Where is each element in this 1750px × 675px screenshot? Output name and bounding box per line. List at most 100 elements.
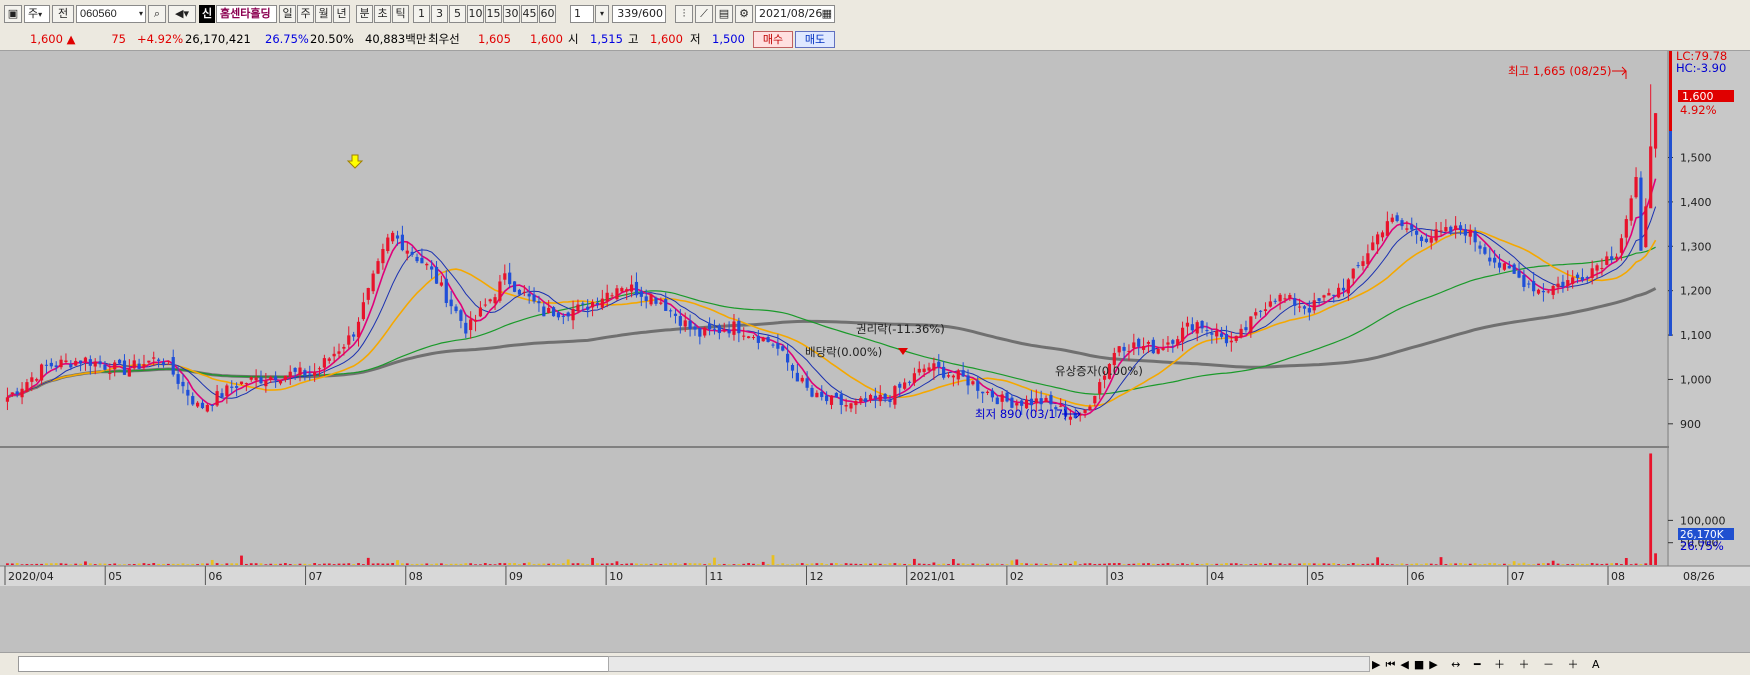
volume-bar: [912, 558, 916, 565]
volume-bar: [93, 564, 97, 565]
volume-bar: [1337, 564, 1341, 565]
multiplier-input[interactable]: 1: [570, 5, 594, 23]
chart-menu-icon[interactable]: ▣: [4, 5, 22, 23]
candle-body: [1176, 339, 1180, 346]
volume-bar: [708, 563, 711, 565]
buy-button[interactable]: 매수: [753, 31, 793, 48]
candle-type-icon[interactable]: ⫶: [675, 5, 693, 23]
volume-bar: [932, 562, 936, 565]
search-icon[interactable]: ⌕: [148, 5, 166, 23]
volume-bar: [201, 563, 204, 565]
candle-body: [1015, 403, 1019, 406]
candle-body: [610, 295, 614, 297]
volume-bar: [1342, 564, 1345, 565]
date-tick-label: 09: [509, 570, 523, 583]
shin-badge[interactable]: 신: [199, 5, 215, 23]
candle-body: [64, 360, 68, 363]
candle-body: [1571, 277, 1575, 284]
axes: 9001,0001,1001,2001,3001,4001,50050,0001…: [4, 152, 1726, 585]
stock-chart[interactable]: 900 1,000 1,100 1,200 1,300 1,400 1,500 50,000 1…: [0, 49, 1750, 654]
volume-bar: [1010, 560, 1014, 565]
interval-45-button[interactable]: 45: [521, 5, 538, 23]
chart-canvas[interactable]: 9001,0001,1001,2001,3001,4001,50050,0001…: [0, 49, 1750, 654]
candle-body: [1366, 253, 1370, 265]
volume-bar: [288, 564, 292, 565]
volume-bar: [1273, 564, 1277, 565]
candle-body: [1073, 412, 1077, 419]
candle-body: [35, 379, 39, 381]
volume-bar: [1488, 562, 1492, 565]
tab-minute[interactable]: 분: [356, 5, 373, 23]
candle-body: [542, 306, 546, 317]
candle-body: [810, 387, 814, 397]
tab-second[interactable]: 초: [374, 5, 391, 23]
tab-tick[interactable]: 틱: [392, 5, 409, 23]
tab-month[interactable]: 월: [315, 5, 332, 23]
volume-bar: [1449, 563, 1453, 565]
candle-body: [903, 382, 907, 389]
tab-week[interactable]: 주: [297, 5, 314, 23]
scroll-track[interactable]: [18, 656, 610, 672]
volume-bar: [235, 563, 239, 565]
candle-body: [152, 357, 156, 359]
sell-button[interactable]: 매도: [795, 31, 835, 48]
interval-15-button[interactable]: 15: [485, 5, 502, 23]
candle-body: [108, 372, 112, 374]
interval-30-button[interactable]: 30: [503, 5, 520, 23]
candle-body: [59, 359, 63, 368]
date-input[interactable]: 2021/08/26 ▦: [755, 5, 835, 23]
volume-bar: [425, 563, 429, 565]
price-tick-label: 1,100: [1680, 329, 1712, 342]
price-tick-label: 1,400: [1680, 196, 1712, 209]
candle-body: [356, 321, 361, 338]
trend-tool-icon[interactable]: ⟋: [695, 5, 713, 23]
tab-year[interactable]: 년: [333, 5, 350, 23]
candle-body: [1210, 333, 1214, 335]
volume-bar: [581, 563, 585, 565]
stock-code-input[interactable]: 060560 ▾: [76, 5, 146, 23]
candle-body: [1575, 274, 1580, 278]
period-select[interactable]: 주▾: [24, 5, 50, 23]
scroll-thumb[interactable]: [608, 656, 1370, 672]
candle-body: [210, 404, 214, 406]
candle-body: [54, 365, 58, 368]
volume-bar: [1103, 563, 1106, 565]
interval-60-button[interactable]: 60: [539, 5, 556, 23]
volume-bar: [147, 563, 151, 565]
moving-averages: [6, 178, 1657, 416]
candle-body: [93, 361, 97, 367]
navigation-icons[interactable]: ▶⏮◀■▶ ↔ ━ ＋ ＋ － ＋ A: [1372, 658, 1605, 671]
prev-button[interactable]: 전: [52, 5, 74, 23]
volume-bar: [571, 563, 575, 565]
interval-5-button[interactable]: 5: [449, 5, 466, 23]
candle-body: [722, 330, 726, 332]
tab-period[interactable]: 일: [279, 5, 296, 23]
interval-1-button[interactable]: 1: [413, 5, 430, 23]
interval-3-button[interactable]: 3: [431, 5, 448, 23]
candle-body: [215, 391, 219, 406]
multiplier-chevron-icon[interactable]: ▾: [595, 5, 609, 23]
date-tick-label: 06: [1411, 570, 1425, 583]
volume-bar: [830, 563, 833, 565]
candle-body: [590, 301, 595, 308]
candle-body: [1137, 338, 1141, 347]
interval-10-button[interactable]: 10: [467, 5, 484, 23]
volume-bar: [1249, 564, 1253, 565]
chart-toolbar: ▣ 주▾ 전 060560 ▾ ⌕ ◀▾ 신 홈센타홀딩 일 주 월 년 분 초 …: [0, 0, 1750, 29]
save-icon[interactable]: ▤: [715, 5, 733, 23]
volume-bar: [1005, 564, 1009, 565]
volume-bar: [240, 555, 243, 565]
volume-bar: [956, 563, 960, 565]
volume-bar: [825, 564, 829, 565]
volume-bar: [1624, 557, 1628, 565]
candle-body: [1117, 346, 1121, 353]
volume-bar: [1420, 564, 1423, 565]
volume-bar: [917, 563, 921, 565]
count-input[interactable]: 339/600: [612, 5, 666, 23]
candle-body: [581, 303, 585, 305]
speaker-icon[interactable]: ◀▾: [168, 5, 196, 23]
gear-icon[interactable]: ⚙: [735, 5, 753, 23]
volume-bar: [1634, 563, 1638, 565]
volume-bar: [903, 563, 907, 565]
volume-bar: [576, 563, 580, 565]
